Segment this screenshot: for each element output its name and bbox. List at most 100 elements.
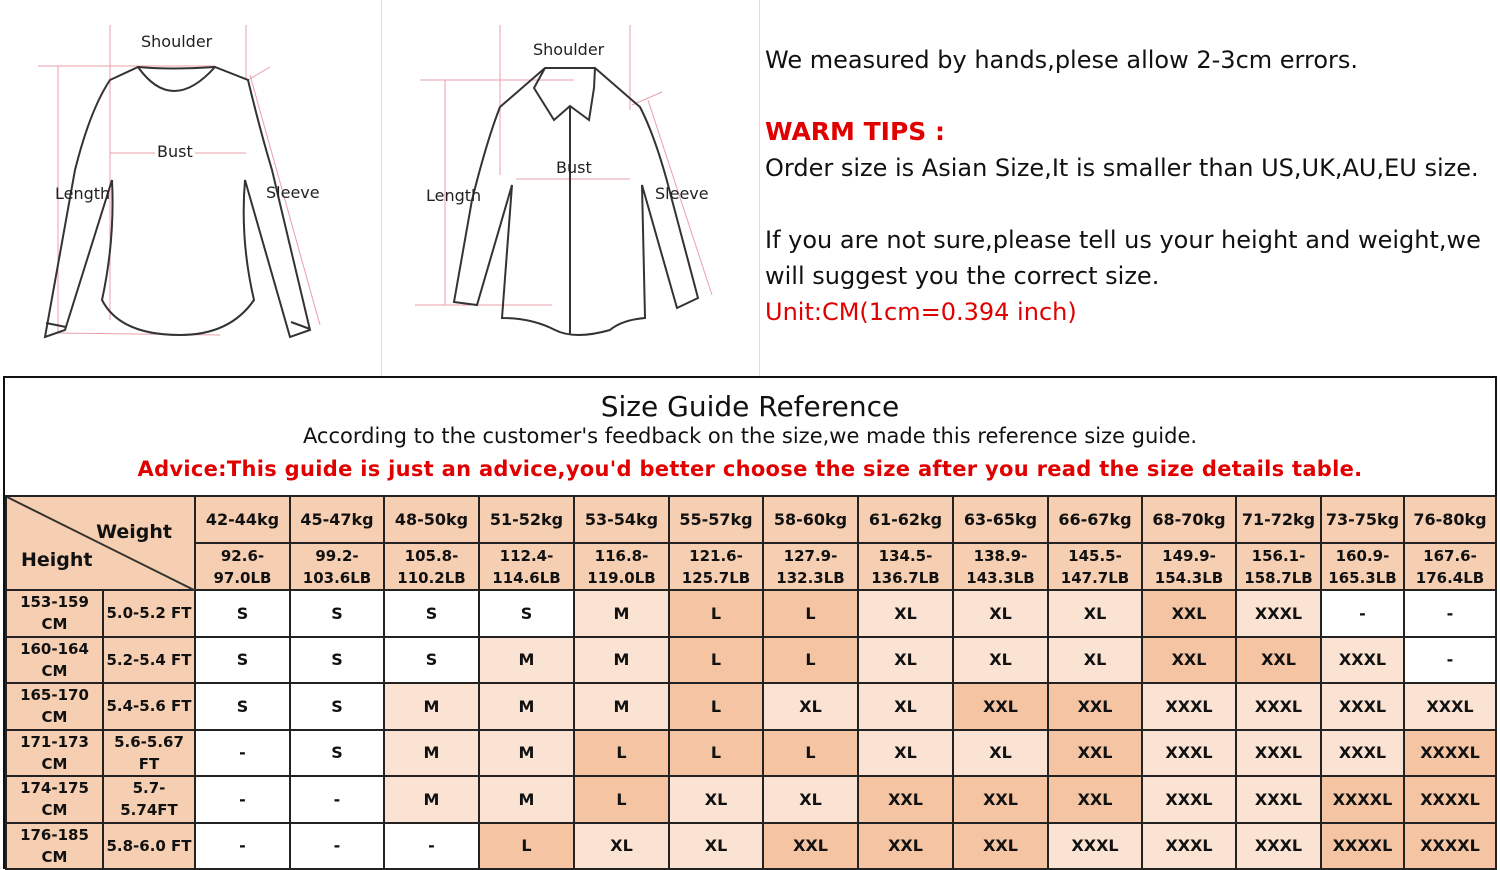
table-row: 171-173 CM 5.6-5.67 FT - S M M L L L XL XL XXL XXXL X… — [5, 728, 1497, 777]
guide-subtitle: According to the customer's feedback on … — [302, 424, 1198, 448]
weight-kg-header: 51-52kg — [478, 495, 575, 544]
size-cell: XXL — [857, 821, 954, 870]
size-cell: L — [573, 775, 670, 824]
weight-lb-header: 134.5-136.7LB — [857, 542, 954, 591]
measure-note: We measured by hands,plese allow 2-3cm e… — [765, 46, 1359, 74]
table-row: 176-185 CM 5.8-6.0 FT - - - L XL XL XXL XXL XXL XXX… — [5, 821, 1497, 870]
size-cell: - — [383, 821, 480, 870]
size-cell: XXXL — [1141, 682, 1237, 731]
size-cell: L — [668, 682, 764, 731]
size-cell: XXXL — [1235, 728, 1322, 777]
size-cell: M — [383, 682, 480, 731]
size-cell: - — [1320, 589, 1405, 638]
size-cell: XXXL — [1403, 682, 1497, 731]
height-cm-cell: 165-170 CM — [5, 682, 104, 731]
size-cell: M — [478, 728, 575, 777]
weight-lb-header: 92.6-97.0LB — [194, 542, 291, 591]
guide-advice: Advice:This guide is just an advice,you'… — [137, 457, 1363, 481]
size-cell: XXL — [1235, 635, 1322, 684]
size-cell: XXXL — [1141, 821, 1237, 870]
size-cell: M — [573, 682, 670, 731]
size-cell: XXL — [1047, 728, 1143, 777]
shoulder-label: Shoulder — [531, 40, 607, 59]
size-cell: M — [478, 635, 575, 684]
size-cell: XXXL — [1235, 775, 1322, 824]
weight-lb-header: 145.5-147.7LB — [1047, 542, 1143, 591]
size-cell: M — [383, 728, 480, 777]
weight-lb-header: 116.8-119.0LB — [573, 542, 670, 591]
corner-header: Weight Height — [5, 495, 196, 591]
size-cell: XXXL — [1320, 682, 1405, 731]
size-cell: - — [194, 728, 291, 777]
weight-lb-header: 121.6-125.7LB — [668, 542, 764, 591]
size-cell: XXXL — [1047, 821, 1143, 870]
size-cell: S — [289, 589, 385, 638]
weight-lb-header: 99.2-103.6LB — [289, 542, 385, 591]
height-cm-cell: 171-173 CM — [5, 728, 104, 777]
weight-kg-header: 53-54kg — [573, 495, 670, 544]
sleeve-label: Sleeve — [655, 184, 709, 203]
size-cell: XXXXL — [1403, 728, 1497, 777]
table-row: 160-164 CM 5.2-5.4 FT S S S M M L L XL XL XL XXL XXL X… — [5, 635, 1497, 684]
size-cell: XL — [857, 728, 954, 777]
diagonal-divider — [7, 497, 196, 591]
weight-kg-header: 76-80kg — [1403, 495, 1497, 544]
size-cell: XXXL — [1235, 821, 1322, 870]
size-cell: M — [573, 589, 670, 638]
height-ft-cell: 5.6-5.67 FT — [102, 728, 196, 777]
size-cell: L — [668, 589, 764, 638]
height-ft-cell: 5.7-5.74FT — [102, 775, 196, 824]
size-cell: XL — [668, 821, 764, 870]
size-cell: L — [668, 728, 764, 777]
size-notes: We measured by hands,plese allow 2-3cm e… — [765, 42, 1495, 330]
size-cell: L — [573, 728, 670, 777]
weight-kg-header: 63-65kg — [952, 495, 1049, 544]
button-shirt-illustration — [415, 25, 713, 336]
height-ft-cell: 5.2-5.4 FT — [102, 635, 196, 684]
height-cm-cell: 176-185 CM — [5, 821, 104, 870]
size-cell: XXL — [952, 821, 1049, 870]
size-cell: XL — [1047, 635, 1143, 684]
bust-label: Bust — [556, 158, 592, 177]
size-table: Weight Height 42-44kg 45-47kg 48-50kg 51-52kg… — [5, 495, 1497, 870]
weight-kg-header: 55-57kg — [668, 495, 764, 544]
size-cell: XL — [952, 635, 1049, 684]
length-label: Length — [55, 184, 111, 203]
size-cell: XL — [762, 682, 859, 731]
weight-lb-header: 156.1-158.7LB — [1235, 542, 1322, 591]
size-cell: S — [194, 635, 291, 684]
size-cell: XXXXL — [1320, 821, 1405, 870]
sleeve-label: Sleeve — [266, 183, 320, 202]
size-cell: S — [289, 728, 385, 777]
weight-lb-header: 138.9-143.3LB — [952, 542, 1049, 591]
weight-kg-header: 71-72kg — [1235, 495, 1322, 544]
height-cm-cell: 174-175 CM — [5, 775, 104, 824]
weight-kg-header: 66-67kg — [1047, 495, 1143, 544]
size-cell: - — [289, 821, 385, 870]
weight-lb-header: 105.8-110.2LB — [383, 542, 480, 591]
size-cell: XXL — [1141, 589, 1237, 638]
shirt-measurement-diagram: Shoulder Bust Length Sleeve — [382, 0, 760, 376]
size-cell: XXL — [1047, 775, 1143, 824]
weight-kg-header: 68-70kg — [1141, 495, 1237, 544]
size-cell: XXL — [952, 775, 1049, 824]
size-cell: XXL — [952, 682, 1049, 731]
size-cell: S — [383, 635, 480, 684]
weight-kg-header: 73-75kg — [1320, 495, 1405, 544]
table-row: 165-170 CM 5.4-5.6 FT S S M M M L XL XL XXL XXL XXXL… — [5, 682, 1497, 731]
size-cell: S — [194, 682, 291, 731]
length-label: Length — [426, 186, 482, 205]
size-cell: XXL — [857, 775, 954, 824]
size-cell: XXXL — [1235, 682, 1322, 731]
size-cell: L — [762, 589, 859, 638]
size-cell: XXXL — [1320, 728, 1405, 777]
size-cell: XL — [952, 728, 1049, 777]
weight-kg-header: 58-60kg — [762, 495, 859, 544]
height-ft-cell: 5.8-6.0 FT — [102, 821, 196, 870]
size-guide: Size Guide Reference According to the cu… — [3, 376, 1497, 870]
suggest-note: If you are not sure,please tell us your … — [765, 226, 1481, 290]
height-axis-label: Height — [21, 549, 93, 571]
size-cell: XL — [857, 682, 954, 731]
shoulder-label: Shoulder — [139, 32, 215, 51]
size-cell: XXL — [762, 821, 859, 870]
